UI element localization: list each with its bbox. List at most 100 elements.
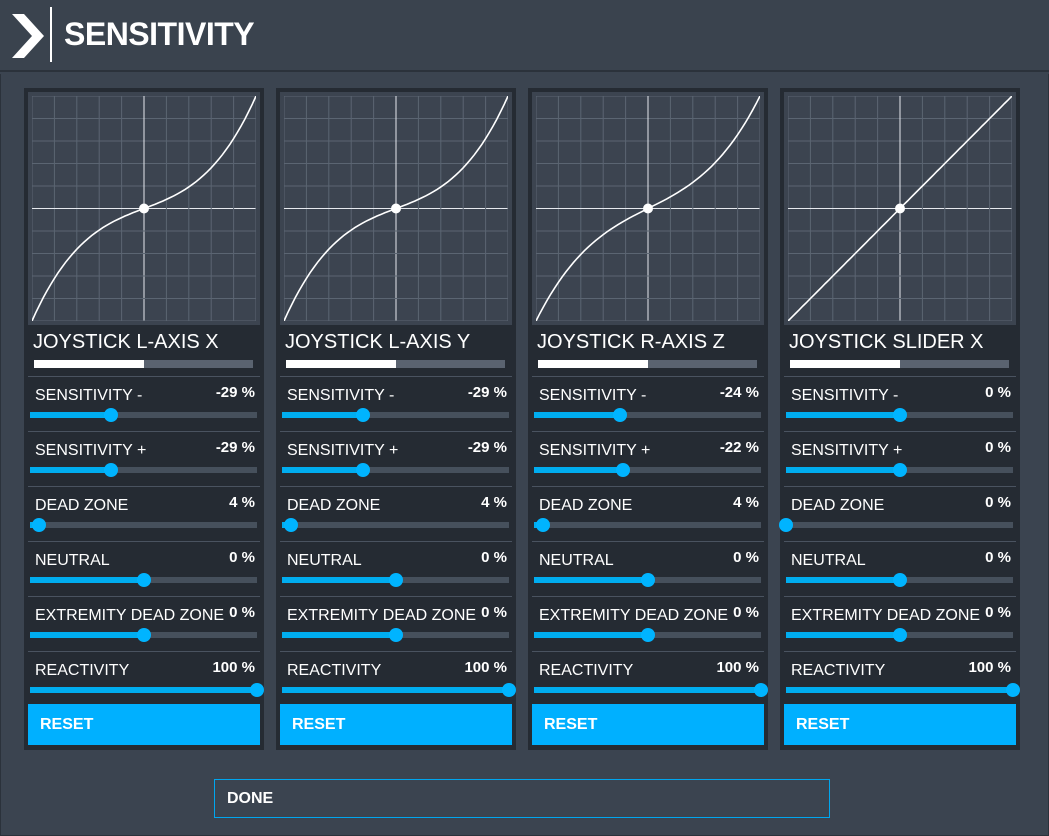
reset-button[interactable]: RESET: [784, 704, 1016, 745]
setting-label: REACTIVITY: [539, 662, 634, 679]
setting-slider[interactable]: [779, 518, 1013, 532]
slider-thumb[interactable]: [1006, 683, 1020, 697]
axis-input-bar-fill: [34, 360, 144, 368]
header-bar: SENSITIVITY: [0, 0, 1049, 72]
slider-thumb[interactable]: [355, 408, 370, 422]
slider-thumb[interactable]: [32, 518, 47, 532]
slider-thumb[interactable]: [284, 518, 299, 532]
setting-row-extremity-dead-zone: EXTREMITY DEAD ZONE 0 %: [28, 596, 260, 651]
axis-panel: JOYSTICK L-AXIS X SENSITIVITY - -29 % SENSI…: [24, 88, 264, 750]
axis-input-bar: [34, 360, 253, 368]
setting-slider[interactable]: [534, 408, 761, 422]
setting-slider[interactable]: [282, 408, 509, 422]
slider-thumb[interactable]: [640, 628, 655, 642]
slider-fill: [30, 467, 111, 473]
slider-fill: [534, 412, 621, 418]
slider-fill: [534, 577, 648, 583]
setting-value: 0 %: [481, 604, 507, 621]
setting-slider[interactable]: [786, 463, 1013, 477]
slider-thumb[interactable]: [136, 628, 151, 642]
setting-slider[interactable]: [30, 683, 264, 697]
setting-slider[interactable]: [786, 408, 1013, 422]
setting-slider[interactable]: [534, 518, 761, 532]
setting-label: REACTIVITY: [791, 662, 886, 679]
setting-value: 100 %: [464, 659, 507, 676]
row-divider: [28, 596, 260, 597]
slider-fill: [282, 577, 396, 583]
setting-label: SENSITIVITY -: [287, 387, 395, 404]
slider-thumb[interactable]: [103, 463, 118, 477]
slider-thumb[interactable]: [388, 573, 403, 587]
slider-thumb[interactable]: [355, 463, 370, 477]
setting-slider[interactable]: [534, 573, 761, 587]
slider-thumb[interactable]: [536, 518, 551, 532]
slider-thumb[interactable]: [502, 683, 516, 697]
setting-slider[interactable]: [30, 518, 257, 532]
row-divider: [784, 596, 1016, 597]
reset-button[interactable]: RESET: [280, 704, 512, 745]
slider-thumb[interactable]: [640, 573, 655, 587]
slider-thumb[interactable]: [779, 518, 793, 532]
slider-thumb[interactable]: [136, 573, 151, 587]
slider-thumb[interactable]: [892, 573, 907, 587]
response-curve-svg: [32, 96, 256, 321]
row-divider: [532, 376, 764, 377]
reset-button[interactable]: RESET: [28, 704, 260, 745]
setting-slider[interactable]: [786, 683, 1020, 697]
setting-label: DEAD ZONE: [791, 497, 885, 514]
slider-thumb[interactable]: [615, 463, 630, 477]
setting-slider[interactable]: [282, 518, 509, 532]
setting-slider[interactable]: [534, 628, 761, 642]
setting-slider[interactable]: [30, 573, 257, 587]
setting-row-extremity-dead-zone: EXTREMITY DEAD ZONE 0 %: [532, 596, 764, 651]
setting-slider[interactable]: [786, 573, 1013, 587]
setting-row-neutral: NEUTRAL 0 %: [532, 541, 764, 596]
row-divider: [784, 431, 1016, 432]
page-title: SENSITIVITY: [64, 16, 255, 52]
setting-slider[interactable]: [786, 628, 1013, 642]
reset-button-label: RESET: [292, 716, 346, 733]
setting-slider[interactable]: [30, 463, 257, 477]
setting-label: DEAD ZONE: [287, 497, 381, 514]
setting-slider[interactable]: [534, 463, 761, 477]
setting-slider[interactable]: [30, 408, 257, 422]
slider-thumb[interactable]: [613, 408, 628, 422]
done-button[interactable]: DONE: [214, 779, 830, 818]
slider-thumb[interactable]: [388, 628, 403, 642]
slider-fill: [30, 632, 144, 638]
setting-slider[interactable]: [282, 628, 509, 642]
slider-fill: [534, 632, 648, 638]
row-divider: [532, 596, 764, 597]
row-divider: [280, 596, 512, 597]
reset-button[interactable]: RESET: [532, 704, 764, 745]
setting-value: -24 %: [719, 384, 759, 401]
slider-fill: [282, 632, 396, 638]
slider-thumb[interactable]: [892, 463, 907, 477]
slider-fill: [786, 687, 1013, 693]
slider-thumb[interactable]: [892, 628, 907, 642]
row-divider: [784, 541, 1016, 542]
row-divider: [280, 651, 512, 652]
setting-slider[interactable]: [282, 683, 516, 697]
done-button-label: DONE: [227, 790, 274, 807]
setting-slider[interactable]: [30, 628, 257, 642]
row-divider: [280, 486, 512, 487]
slider-thumb[interactable]: [754, 683, 768, 697]
setting-slider[interactable]: [282, 573, 509, 587]
response-curve-svg: [536, 96, 760, 321]
slider-thumb[interactable]: [103, 408, 118, 422]
setting-label: EXTREMITY DEAD ZONE: [35, 607, 225, 624]
row-divider: [28, 486, 260, 487]
setting-slider[interactable]: [534, 683, 768, 697]
slider-thumb[interactable]: [250, 683, 264, 697]
back-chevron-icon[interactable]: [10, 10, 46, 62]
slider-thumb[interactable]: [892, 408, 907, 422]
axis-input-bar-fill: [286, 360, 396, 368]
setting-value: 0 %: [985, 384, 1011, 401]
setting-value: 0 %: [733, 604, 759, 621]
setting-row-extremity-dead-zone: EXTREMITY DEAD ZONE 0 %: [280, 596, 512, 651]
setting-value: 4 %: [229, 494, 255, 511]
axis-panel: JOYSTICK SLIDER X SENSITIVITY -0 % SENSITI…: [779, 88, 1020, 750]
setting-label: EXTREMITY DEAD ZONE: [287, 607, 477, 624]
setting-slider[interactable]: [282, 463, 509, 477]
